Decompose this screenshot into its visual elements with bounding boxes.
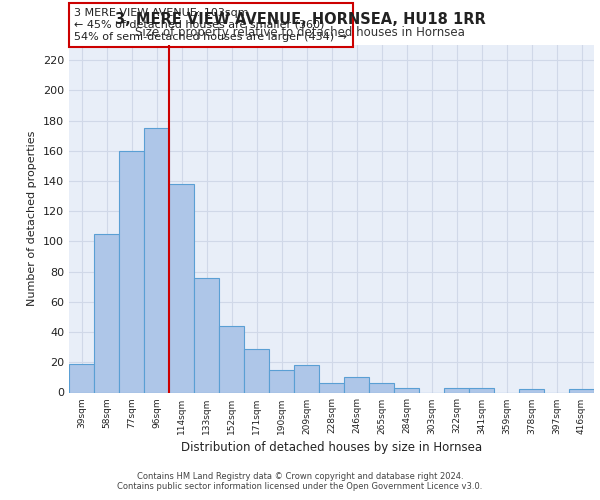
Text: Size of property relative to detached houses in Hornsea: Size of property relative to detached ho… — [135, 26, 465, 39]
Text: Contains HM Land Registry data © Crown copyright and database right 2024.
Contai: Contains HM Land Registry data © Crown c… — [118, 472, 482, 491]
Bar — [194, 278, 219, 392]
Bar — [319, 384, 344, 392]
Bar — [369, 384, 394, 392]
Bar — [519, 390, 544, 392]
X-axis label: Distribution of detached houses by size in Hornsea: Distribution of detached houses by size … — [181, 440, 482, 454]
Bar — [219, 326, 244, 392]
Bar — [569, 390, 594, 392]
Bar — [469, 388, 494, 392]
Bar — [244, 348, 269, 393]
Bar — [394, 388, 419, 392]
Bar — [119, 151, 144, 392]
Y-axis label: Number of detached properties: Number of detached properties — [28, 131, 37, 306]
Bar — [69, 364, 94, 392]
Bar — [444, 388, 469, 392]
Text: 3, MERE VIEW AVENUE, HORNSEA, HU18 1RR: 3, MERE VIEW AVENUE, HORNSEA, HU18 1RR — [115, 12, 485, 28]
Bar — [294, 366, 319, 392]
Text: 3 MERE VIEW AVENUE: 103sqm
← 45% of detached houses are smaller (360)
54% of sem: 3 MERE VIEW AVENUE: 103sqm ← 45% of deta… — [74, 8, 347, 42]
Bar — [144, 128, 169, 392]
Bar — [169, 184, 194, 392]
Bar — [94, 234, 119, 392]
Bar — [269, 370, 294, 392]
Bar — [344, 378, 369, 392]
